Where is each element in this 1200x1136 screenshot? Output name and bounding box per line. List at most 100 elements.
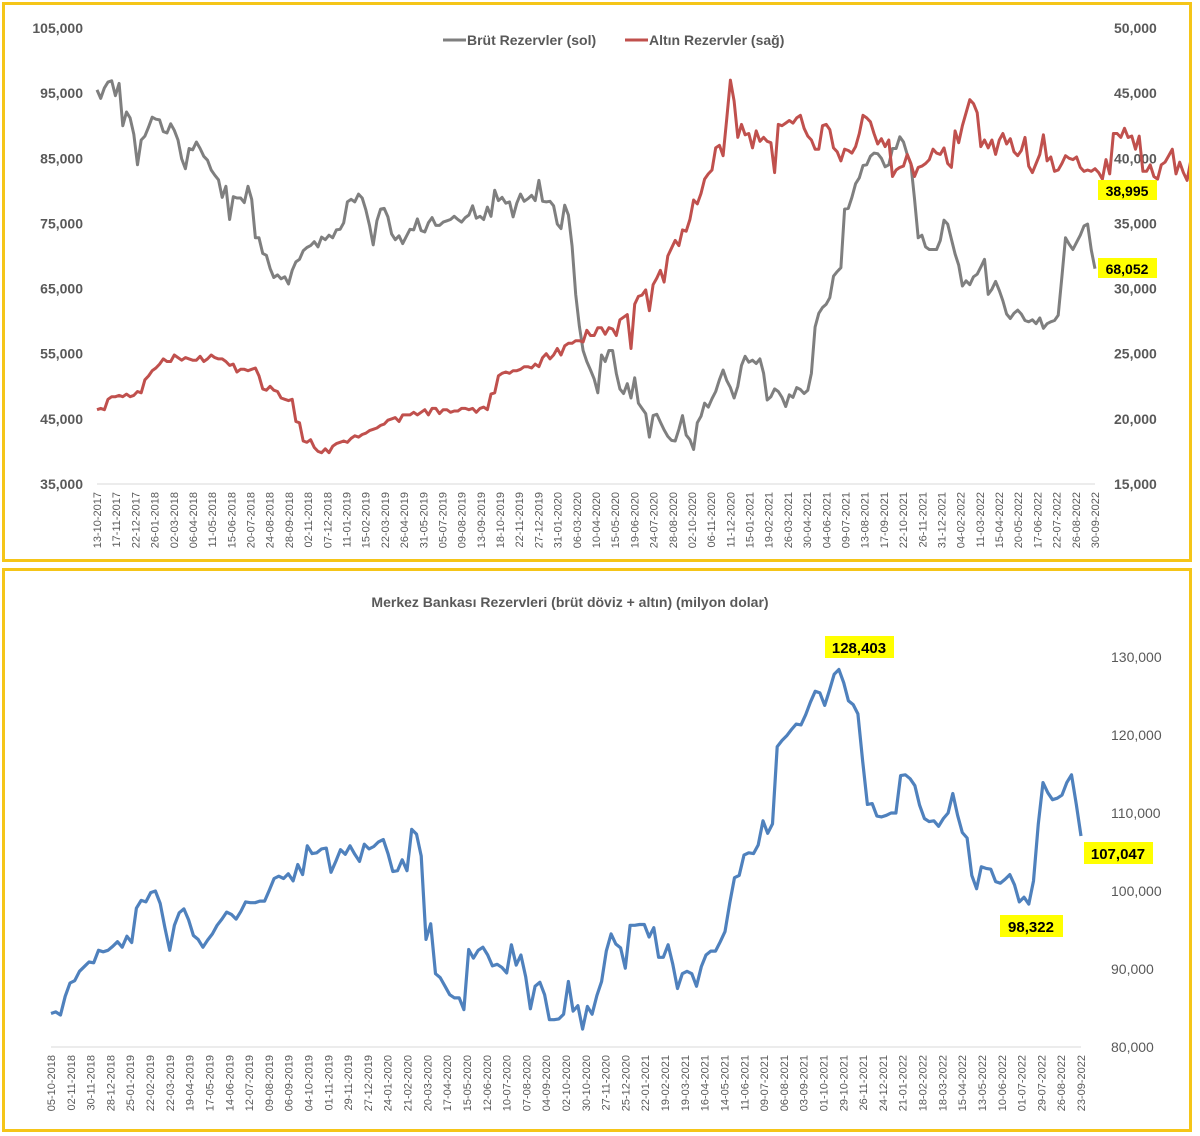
x-axis-tick-label: 24-07-2020 — [649, 492, 661, 548]
x-axis-tick-label: 19-04-2019 — [185, 1055, 197, 1111]
x-axis-tick-label: 04-02-2022 — [956, 492, 968, 548]
x-axis-tick-label: 09-07-2021 — [759, 1055, 771, 1111]
x-axis-tick-label: 01-10-2021 — [819, 1055, 831, 1111]
low-value-highlight — [1000, 915, 1063, 937]
right-axis-tick-label: 110,000 — [1111, 805, 1161, 821]
x-axis-tick-label: 14-05-2021 — [719, 1055, 731, 1111]
x-axis-tick-label: 20-03-2020 — [422, 1055, 434, 1111]
x-axis-tick-label: 15-05-2020 — [610, 492, 622, 548]
x-axis-tick-label: 04-10-2019 — [304, 1055, 316, 1111]
right-axis-tick-label: 35,000 — [1114, 215, 1157, 231]
x-axis-tick-label: 29-11-2019 — [343, 1055, 355, 1110]
x-axis-tick-label: 11-05-2018 — [207, 492, 219, 547]
x-axis-tick-label: 22-02-2019 — [145, 1055, 157, 1111]
x-axis-tick-label: 15-02-2019 — [361, 492, 373, 548]
x-axis-tick-label: 27-11-2020 — [601, 1055, 613, 1110]
last-value-highlight — [1084, 842, 1153, 864]
x-axis-tick-label: 19-03-2021 — [680, 1055, 692, 1111]
x-axis-tick-label: 21-01-2022 — [898, 1055, 910, 1111]
x-axis-tick-label: 22-12-2017 — [130, 492, 142, 548]
x-axis-tick-label: 02-10-2020 — [561, 1055, 573, 1111]
right-axis-tick-label: 25,000 — [1114, 346, 1157, 362]
last-value-label: 107,047 — [1091, 846, 1145, 863]
x-axis-tick-label: 01-07-2022 — [1017, 1055, 1029, 1111]
x-axis-tick-label: 28-08-2020 — [668, 492, 680, 548]
x-axis-tick-label: 30-11-2018 — [86, 1055, 98, 1110]
x-axis-tick-label: 13-08-2021 — [860, 492, 872, 548]
x-axis-tick-label: 11-12-2020 — [725, 492, 737, 547]
x-axis-tick-label: 16-04-2021 — [700, 1055, 712, 1111]
x-axis-tick-label: 10-04-2020 — [591, 492, 603, 548]
x-axis-tick-label: 28-12-2018 — [105, 1055, 117, 1111]
x-axis-tick-label: 20-05-2022 — [1013, 492, 1025, 548]
x-axis-tick-label: 06-04-2018 — [188, 492, 200, 548]
right-axis-tick-label: 40,000 — [1114, 150, 1157, 166]
x-axis-tick-label: 26-08-2022 — [1071, 492, 1083, 548]
x-axis-tick-label: 07-12-2018 — [322, 492, 334, 548]
left-axis-tick-label: 55,000 — [40, 346, 83, 362]
x-axis-tick-label: 24-12-2021 — [878, 1055, 890, 1111]
x-axis-tick-label: 11-01-2019 — [342, 492, 354, 547]
reserves-gross-gold-panel: 35,000 45,000 55,000 65,000 75,000 85,000 95,0… — [2, 2, 1192, 562]
x-axis-tick-label: 06-08-2021 — [779, 1055, 791, 1111]
x-axis-tick-label: 09-08-2019 — [264, 1055, 276, 1111]
x-axis-tick-label: 02-11-2018 — [303, 492, 315, 547]
x-axis-tick-label: 22-10-2021 — [898, 492, 910, 548]
x-axis-tick-label: 15-05-2020 — [462, 1055, 474, 1111]
x-axis-tick-label: 30-04-2021 — [802, 492, 814, 548]
x-axis-tick-label: 21-02-2020 — [403, 1055, 415, 1111]
legend-label-gross: Brüt Rezervler (sol) — [467, 32, 596, 48]
right-axis-tick-label: 130,000 — [1111, 649, 1162, 665]
x-axis-tick-label: 20-07-2018 — [246, 492, 258, 548]
x-axis-tick-label: 25-01-2019 — [125, 1055, 137, 1111]
x-axis-tick-label: 30-09-2022 — [1090, 492, 1102, 548]
x-axis-tick-label: 22-07-2022 — [1052, 492, 1064, 548]
x-axis-tick-label: 24-01-2020 — [383, 1055, 395, 1111]
gross-last-value-label: 68,052 — [1106, 261, 1149, 277]
x-axis-tick-label: 28-09-2018 — [284, 492, 296, 548]
x-axis-tick-label: 04-09-2020 — [541, 1055, 553, 1111]
right-axis-tick-label: 100,000 — [1111, 883, 1162, 899]
x-axis-tick-label: 10-06-2022 — [997, 1055, 1009, 1111]
x-axis-tick-label: 02-10-2020 — [687, 492, 699, 548]
x-axis-tick-label: 19-06-2020 — [629, 492, 641, 548]
x-axis-tick-label: 04-06-2021 — [821, 492, 833, 548]
right-axis-tick-label: 15,000 — [1114, 476, 1157, 492]
x-axis-tick-label: 22-03-2019 — [165, 1055, 177, 1111]
x-axis-tick-label: 22-11-2019 — [514, 492, 526, 547]
x-axis-tick-label: 18-03-2022 — [937, 1055, 949, 1111]
x-axis-tick-label: 06-09-2019 — [284, 1055, 296, 1111]
x-axis-tick-label: 26-03-2021 — [783, 492, 795, 548]
x-axis-tick-label: 13-10-2017 — [92, 492, 104, 548]
gross-gold-reserves-chart: 35,000 45,000 55,000 65,000 75,000 85,000 95,0… — [32, 20, 1189, 548]
left-axis-tick-label: 45,000 — [40, 411, 83, 427]
x-axis-tick-label: 27-12-2019 — [533, 492, 545, 548]
total-reserves-chart: Merkez Bankası Rezervleri (brüt döviz + … — [46, 594, 1162, 1111]
right-axis-tick-label: 45,000 — [1114, 85, 1157, 101]
x-axis-tick-label: 15-04-2022 — [994, 492, 1006, 548]
x-axis-tick-label: 22-01-2021 — [640, 1055, 652, 1111]
x-axis-tick-label: 15-01-2021 — [745, 492, 757, 548]
gross-last-value-highlight — [1098, 258, 1157, 278]
peak-value-highlight — [825, 636, 894, 658]
x-axis-tick-label: 31-01-2020 — [553, 492, 565, 548]
left-axis-tick-label: 65,000 — [40, 281, 83, 297]
x-axis-tick-label: 19-02-2021 — [764, 492, 776, 548]
x-axis-tick-label: 06-03-2020 — [572, 492, 584, 548]
x-axis-tick-label: 13-05-2022 — [977, 1055, 989, 1111]
x-axis-tick-label: 23-09-2022 — [1076, 1055, 1088, 1111]
left-axis-tick-label: 105,000 — [32, 20, 83, 36]
x-axis-tick-label: 05-10-2018 — [46, 1055, 58, 1111]
x-axis-tick-label: 17-06-2022 — [1032, 492, 1044, 548]
x-axis-tick-label: 02-03-2018 — [169, 492, 181, 548]
x-axis-tick-label: 01-11-2019 — [323, 1055, 335, 1110]
x-axis-tick-label: 07-08-2020 — [521, 1055, 533, 1111]
x-axis-tick-label: 06-11-2020 — [706, 492, 718, 547]
x-axis-tick-label: 14-06-2019 — [224, 1055, 236, 1111]
x-axis-tick-label: 09-08-2019 — [457, 492, 469, 548]
right-axis-tick-label: 120,000 — [1111, 727, 1162, 743]
x-axis-tick-label: 15-04-2022 — [957, 1055, 969, 1111]
x-axis-tick-label: 26-04-2019 — [399, 492, 411, 548]
x-axis-tick-label: 11-03-2022 — [975, 492, 987, 547]
x-axis-tick-label: 30-10-2020 — [581, 1055, 593, 1111]
